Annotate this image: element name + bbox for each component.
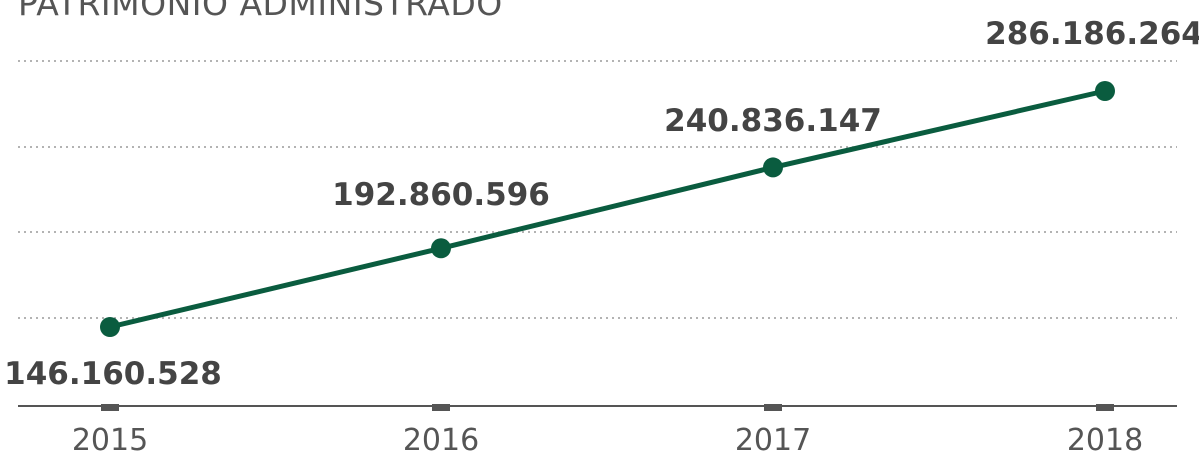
series-line: [109, 88, 1106, 330]
x-tick-label: 2017: [735, 423, 811, 455]
gridlines: [18, 60, 1177, 319]
data-label: 286.186.264: [985, 16, 1199, 52]
x-axis-ticks: [101, 404, 1114, 411]
data-label: 146.160.528: [4, 356, 222, 392]
series-line-group: [109, 88, 1106, 330]
data-label: 192.860.596: [332, 177, 550, 213]
x-tick-mark: [101, 404, 119, 411]
chart-title: PATRIMÔNIO ADMINISTRADO: [18, 0, 503, 23]
data-labels: 146.160.528 192.860.596 240.836.147 286.186…: [4, 16, 1199, 392]
x-tick-label: 2016: [403, 423, 479, 455]
data-point: [431, 238, 451, 259]
data-point: [763, 157, 783, 178]
x-tick-label: 2015: [72, 423, 148, 455]
x-tick-mark: [1096, 404, 1114, 411]
data-point: [100, 317, 120, 337]
x-tick-labels: 2015 2016 2017 2018: [72, 423, 1143, 455]
x-tick-mark: [432, 404, 450, 411]
data-points: [100, 81, 1115, 337]
data-label: 240.836.147: [664, 103, 882, 139]
x-tick-label: 2018: [1067, 423, 1143, 455]
x-tick-mark: [764, 404, 782, 411]
data-point: [1095, 81, 1115, 101]
